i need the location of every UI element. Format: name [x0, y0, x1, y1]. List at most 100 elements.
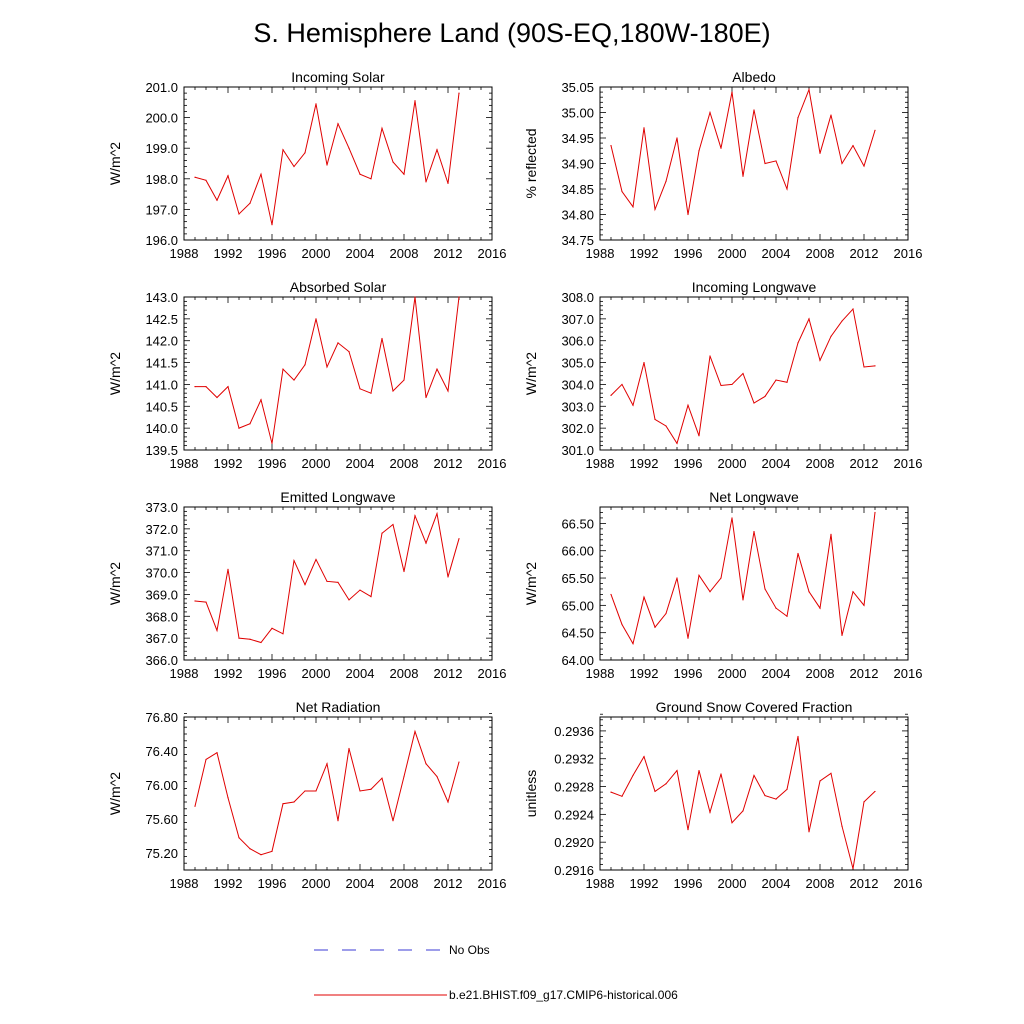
panel-1: Albedo % reflected 1988 1992 1996 2000 2004 200…: [523, 69, 922, 261]
data-point: [709, 811, 711, 813]
data-point: [819, 152, 821, 154]
data-point: [874, 511, 876, 514]
x-tick-label: 2012: [434, 456, 463, 471]
x-tick-label: 2012: [850, 876, 879, 891]
data-point: [249, 638, 251, 640]
y-tick-label: 366.0: [145, 653, 178, 668]
data-point: [698, 150, 700, 152]
data-point: [753, 530, 755, 533]
data-point: [458, 761, 460, 763]
data-point: [797, 342, 799, 344]
x-tick-label: 2016: [478, 876, 507, 891]
data-point: [621, 623, 623, 626]
series-line: [610, 736, 876, 869]
series-line: [610, 307, 876, 445]
data-point: [610, 593, 612, 596]
data-point: [304, 583, 306, 586]
legend-model-label: b.e21.BHIST.f09_g17.CMIP6-historical.006: [449, 988, 678, 1002]
data-point: [392, 820, 394, 822]
data-point: [205, 386, 207, 388]
x-tick-label: 2016: [894, 246, 923, 261]
x-tick-label: 2004: [762, 456, 791, 471]
data-point: [808, 318, 810, 320]
data-point: [414, 100, 416, 102]
x-tick-label: 1988: [170, 456, 199, 471]
data-point: [194, 600, 196, 602]
data-point: [271, 850, 273, 852]
y-axis-label: W/m^2: [523, 352, 539, 395]
data-point: [238, 427, 240, 429]
plot-frame: [183, 86, 493, 241]
data-point: [830, 335, 832, 337]
data-point: [775, 798, 777, 800]
data-point: [731, 91, 733, 93]
y-tick-label: 34.90: [561, 157, 594, 172]
x-tick-label: 1996: [258, 876, 287, 891]
data-point: [216, 396, 218, 399]
data-point: [436, 368, 438, 370]
data-point: [709, 355, 711, 357]
x-tick-label: 1992: [630, 876, 659, 891]
data-point: [381, 337, 383, 340]
data-point: [621, 190, 623, 193]
data-point: [742, 810, 744, 812]
y-tick-label: 76.40: [145, 744, 178, 759]
y-tick-label: 76.80: [145, 710, 178, 725]
x-tick-label: 1988: [170, 876, 199, 891]
data-point: [282, 803, 284, 805]
data-point: [610, 145, 612, 147]
y-tick-label: 197.0: [145, 202, 178, 217]
x-tick-label: 2012: [850, 666, 879, 681]
data-point: [381, 127, 383, 129]
y-tick-label: 305.0: [561, 356, 594, 371]
data-point: [852, 145, 854, 147]
data-point: [326, 763, 328, 765]
y-tick-label: 0.2932: [554, 752, 594, 767]
data-point: [874, 790, 876, 793]
data-point: [249, 202, 251, 204]
data-point: [293, 379, 295, 381]
x-tick-label: 1992: [214, 876, 243, 891]
x-tick-label: 2012: [850, 246, 879, 261]
x-tick-label: 2008: [806, 876, 835, 891]
data-point: [348, 147, 350, 149]
y-tick-label: 75.60: [145, 812, 178, 827]
data-point: [282, 368, 284, 370]
data-point: [337, 342, 339, 344]
data-point: [238, 637, 240, 639]
data-point: [447, 182, 449, 184]
y-axis-label: W/m^2: [523, 562, 539, 605]
data-point: [271, 627, 273, 629]
y-tick-label: 34.85: [561, 182, 594, 197]
data-point: [786, 788, 788, 790]
x-tick-label: 1996: [674, 876, 703, 891]
data-point: [665, 425, 667, 427]
x-tick-label: 2000: [718, 666, 747, 681]
data-point: [621, 795, 623, 797]
data-point: [337, 581, 339, 584]
x-tick-label: 2000: [302, 666, 331, 681]
x-tick-label: 1996: [258, 666, 287, 681]
data-point: [731, 383, 733, 386]
data-point: [425, 763, 427, 765]
data-point: [676, 577, 678, 579]
x-tick-label: 2004: [346, 246, 375, 261]
plot-frame: [599, 716, 909, 871]
y-tick-label: 34.75: [561, 233, 594, 248]
data-point: [709, 591, 711, 593]
data-point: [403, 570, 405, 573]
data-point: [687, 637, 689, 639]
data-point: [874, 129, 876, 131]
x-tick-label: 2016: [894, 456, 923, 471]
x-tick-label: 2004: [762, 666, 791, 681]
data-point: [447, 801, 449, 803]
data-point: [271, 442, 273, 445]
x-tick-label: 2004: [346, 456, 375, 471]
y-tick-label: 140.0: [145, 421, 178, 436]
data-point: [808, 591, 810, 593]
y-tick-label: 0.2928: [554, 780, 594, 795]
data-point: [392, 523, 394, 526]
data-point: [227, 568, 229, 570]
x-tick-label: 1992: [214, 456, 243, 471]
data-point: [830, 533, 832, 535]
